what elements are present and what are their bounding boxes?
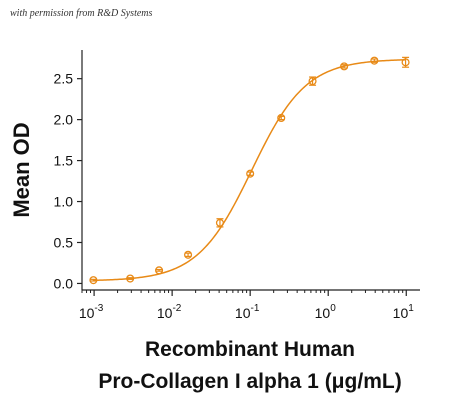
data-marker bbox=[401, 58, 410, 67]
y-tick-label: 2.0 bbox=[54, 112, 74, 128]
data-point bbox=[370, 56, 379, 65]
data-point bbox=[89, 276, 98, 285]
data-marker bbox=[184, 250, 193, 259]
data-point bbox=[308, 76, 317, 86]
data-point bbox=[155, 266, 164, 275]
x-axis-title-line-2: Pro-Collagen I alpha 1 (μg/mL) bbox=[98, 370, 401, 393]
data-marker bbox=[155, 266, 164, 275]
data-marker bbox=[277, 113, 286, 123]
y-tick-label: 1.0 bbox=[54, 194, 74, 210]
data-point bbox=[215, 218, 225, 228]
data-point bbox=[340, 62, 349, 71]
axis-labels-layer: 0.0 0.5 1.0 1.5 2.0 2.5 10-3 10-2 10-1 100 101 Mean… bbox=[9, 71, 414, 393]
data-points-layer bbox=[89, 56, 410, 285]
x-tick-label: 100 bbox=[315, 303, 337, 321]
data-point bbox=[184, 250, 193, 259]
data-point bbox=[277, 113, 286, 123]
data-marker bbox=[340, 62, 349, 71]
x-tick-label: 10-2 bbox=[157, 303, 182, 321]
data-marker bbox=[215, 218, 225, 227]
data-marker bbox=[246, 169, 255, 178]
y-tick-label: 0.5 bbox=[54, 234, 74, 250]
y-tick-label: 0.0 bbox=[54, 275, 74, 291]
watermark-text: with permission from R&D Systems bbox=[10, 8, 153, 19]
data-marker bbox=[89, 276, 98, 285]
y-tick-label: 1.5 bbox=[54, 153, 74, 169]
data-point bbox=[246, 169, 255, 178]
chart-axes bbox=[77, 50, 420, 296]
y-axis-title: Mean OD bbox=[9, 122, 34, 217]
data-point bbox=[401, 56, 410, 68]
data-marker bbox=[370, 56, 379, 65]
x-axis-title-line-1: Recombinant Human bbox=[145, 338, 355, 361]
x-tick-label: 10-1 bbox=[235, 303, 260, 321]
data-point bbox=[126, 274, 135, 283]
data-marker bbox=[308, 77, 317, 86]
data-marker bbox=[126, 274, 135, 283]
x-tick-label: 10-3 bbox=[79, 303, 104, 321]
x-tick-label: 101 bbox=[393, 303, 415, 321]
y-tick-label: 2.5 bbox=[54, 71, 74, 87]
